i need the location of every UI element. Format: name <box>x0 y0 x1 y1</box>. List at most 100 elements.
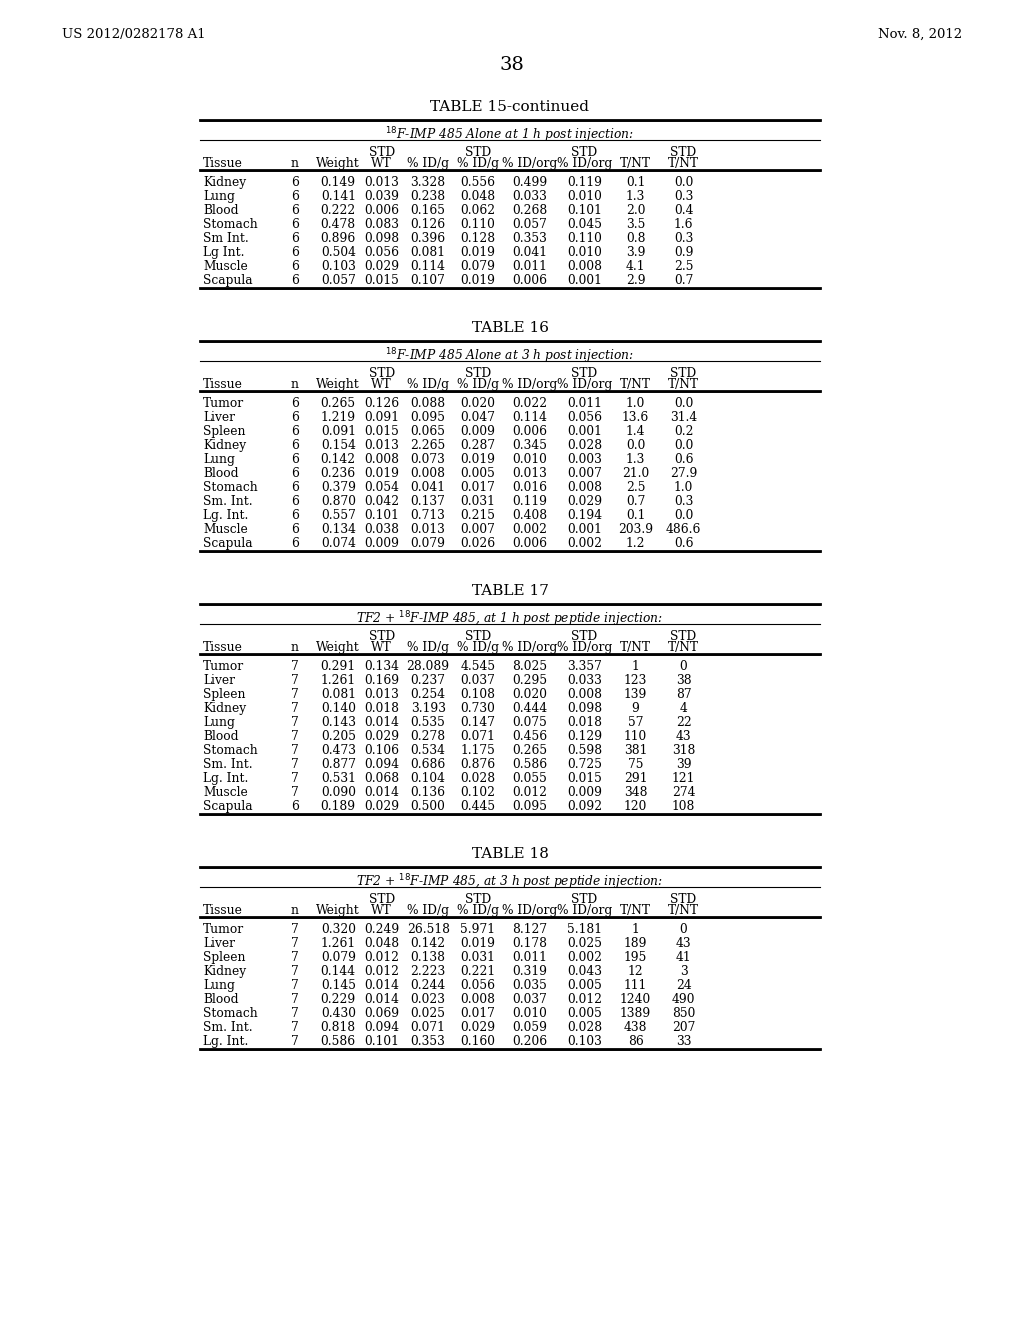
Text: 0.057: 0.057 <box>512 218 547 231</box>
Text: 0.008: 0.008 <box>567 480 602 494</box>
Text: 0.110: 0.110 <box>567 232 602 246</box>
Text: 1389: 1389 <box>620 1007 651 1020</box>
Text: TABLE 18: TABLE 18 <box>472 847 549 861</box>
Text: Nov. 8, 2012: Nov. 8, 2012 <box>878 28 962 41</box>
Text: T/NT: T/NT <box>621 642 651 653</box>
Text: 3.5: 3.5 <box>626 218 645 231</box>
Text: 6: 6 <box>291 453 299 466</box>
Text: 0.713: 0.713 <box>411 510 445 521</box>
Text: 0.014: 0.014 <box>365 785 399 799</box>
Text: 0.1: 0.1 <box>626 176 645 189</box>
Text: 1: 1 <box>632 660 639 673</box>
Text: TABLE 16: TABLE 16 <box>471 321 549 335</box>
Text: 0.870: 0.870 <box>321 495 355 508</box>
Text: STD: STD <box>671 147 696 158</box>
Text: 7: 7 <box>291 937 299 950</box>
Text: 0.081: 0.081 <box>411 246 445 259</box>
Text: 0.010: 0.010 <box>512 1007 547 1020</box>
Text: 0.557: 0.557 <box>321 510 355 521</box>
Text: 7: 7 <box>291 979 299 993</box>
Text: Weight: Weight <box>316 157 360 170</box>
Text: 0.012: 0.012 <box>567 993 602 1006</box>
Text: 0.010: 0.010 <box>567 246 602 259</box>
Text: Stomach: Stomach <box>203 744 258 756</box>
Text: WT: WT <box>372 157 392 170</box>
Text: 6: 6 <box>291 510 299 521</box>
Text: 0.081: 0.081 <box>321 688 355 701</box>
Text: 6: 6 <box>291 467 299 480</box>
Text: 381: 381 <box>624 744 647 756</box>
Text: Kidney: Kidney <box>203 440 246 451</box>
Text: 0.353: 0.353 <box>512 232 547 246</box>
Text: 1: 1 <box>632 923 639 936</box>
Text: 0.291: 0.291 <box>321 660 355 673</box>
Text: 0.026: 0.026 <box>460 537 496 550</box>
Text: 0.031: 0.031 <box>461 495 496 508</box>
Text: 0.119: 0.119 <box>512 495 547 508</box>
Text: 0.6: 0.6 <box>674 453 693 466</box>
Text: 0.011: 0.011 <box>512 950 547 964</box>
Text: 0.013: 0.013 <box>365 440 399 451</box>
Text: 0.2: 0.2 <box>674 425 693 438</box>
Text: Lung: Lung <box>203 979 234 993</box>
Text: 8.025: 8.025 <box>512 660 547 673</box>
Text: 0.134: 0.134 <box>365 660 399 673</box>
Text: WT: WT <box>372 904 392 917</box>
Text: 2.0: 2.0 <box>626 205 645 216</box>
Text: 0.073: 0.073 <box>411 453 445 466</box>
Text: 0.009: 0.009 <box>460 425 496 438</box>
Text: 0.094: 0.094 <box>365 758 399 771</box>
Text: 0.129: 0.129 <box>567 730 602 743</box>
Text: 0.001: 0.001 <box>567 425 602 438</box>
Text: 490: 490 <box>672 993 695 1006</box>
Text: 0.160: 0.160 <box>460 1035 496 1048</box>
Text: 0.4: 0.4 <box>674 205 693 216</box>
Text: 6: 6 <box>291 190 299 203</box>
Text: 0.013: 0.013 <box>512 467 547 480</box>
Text: 0.556: 0.556 <box>460 176 496 189</box>
Text: 0.019: 0.019 <box>460 453 496 466</box>
Text: 0.008: 0.008 <box>567 260 602 273</box>
Text: 195: 195 <box>624 950 647 964</box>
Text: 0.7: 0.7 <box>674 275 693 286</box>
Text: Liver: Liver <box>203 411 234 424</box>
Text: 3: 3 <box>680 965 687 978</box>
Text: 0.6: 0.6 <box>674 537 693 550</box>
Text: 0.221: 0.221 <box>460 965 496 978</box>
Text: 0.119: 0.119 <box>567 176 602 189</box>
Text: 1.3: 1.3 <box>626 453 645 466</box>
Text: 39: 39 <box>676 758 691 771</box>
Text: 0.478: 0.478 <box>321 218 355 231</box>
Text: 0.011: 0.011 <box>567 397 602 411</box>
Text: 0.091: 0.091 <box>321 425 355 438</box>
Text: TABLE 17: TABLE 17 <box>472 583 549 598</box>
Text: Tissue: Tissue <box>203 378 243 391</box>
Text: 0.238: 0.238 <box>411 190 445 203</box>
Text: 0.001: 0.001 <box>567 523 602 536</box>
Text: 6: 6 <box>291 523 299 536</box>
Text: 0.142: 0.142 <box>321 453 355 466</box>
Text: 2.265: 2.265 <box>411 440 445 451</box>
Text: 0.017: 0.017 <box>461 480 496 494</box>
Text: 0.059: 0.059 <box>512 1020 547 1034</box>
Text: STD: STD <box>465 894 490 906</box>
Text: T/NT: T/NT <box>668 157 699 170</box>
Text: 0.095: 0.095 <box>411 411 445 424</box>
Text: 0.114: 0.114 <box>411 260 445 273</box>
Text: 0.169: 0.169 <box>365 675 399 686</box>
Text: Lg Int.: Lg Int. <box>203 246 245 259</box>
Text: 0.007: 0.007 <box>567 467 602 480</box>
Text: 0.020: 0.020 <box>512 688 547 701</box>
Text: 0.353: 0.353 <box>411 1035 445 1048</box>
Text: 0.023: 0.023 <box>411 993 445 1006</box>
Text: 0.025: 0.025 <box>567 937 602 950</box>
Text: 0.001: 0.001 <box>567 275 602 286</box>
Text: 1.6: 1.6 <box>674 218 693 231</box>
Text: Tissue: Tissue <box>203 904 243 917</box>
Text: % ID/g: % ID/g <box>408 904 450 917</box>
Text: 850: 850 <box>672 1007 695 1020</box>
Text: 0.083: 0.083 <box>365 218 399 231</box>
Text: 26.518: 26.518 <box>407 923 450 936</box>
Text: 0.295: 0.295 <box>512 675 547 686</box>
Text: STD: STD <box>465 147 490 158</box>
